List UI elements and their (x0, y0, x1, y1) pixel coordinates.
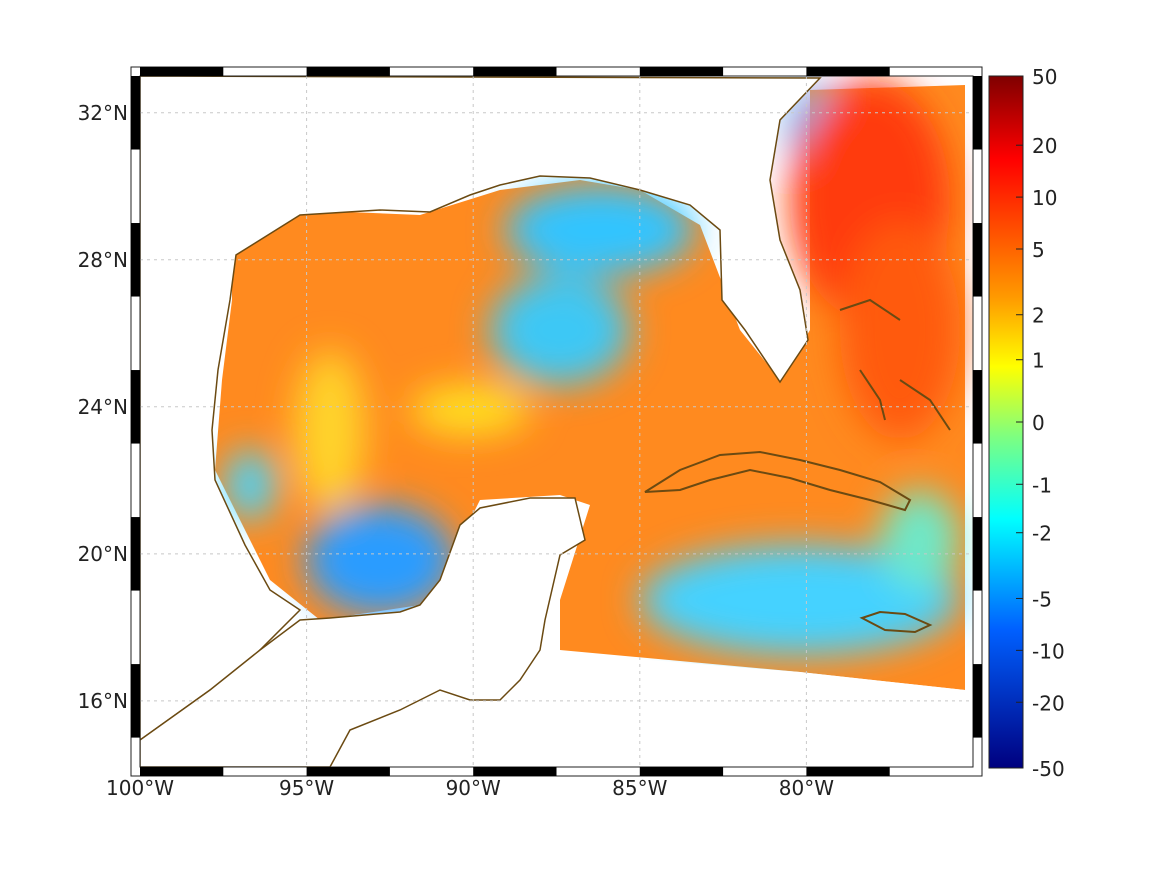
border-segment (806, 767, 890, 776)
colorbar-tick-label: 2 (1032, 304, 1045, 328)
colorbar-tick-label: -2 (1032, 522, 1052, 546)
lat-tick-label: 20°N (78, 542, 128, 566)
anomaly-west-band (295, 350, 365, 510)
lat-tick-label: 24°N (78, 395, 128, 419)
colorbar-tick-label: -1 (1032, 473, 1052, 497)
border-segment (140, 767, 224, 776)
border-segment (973, 517, 982, 591)
bahamas-coastline (839, 298, 951, 431)
lat-tick-label: 28°N (78, 248, 128, 272)
colorbar-tick-label: -50 (1032, 757, 1065, 781)
colorbar-tick-label: 0 (1032, 411, 1045, 435)
anomaly-western-eddy (225, 450, 275, 520)
anomaly-northeast-gulf (505, 185, 695, 275)
border-segment (806, 67, 890, 76)
lon-tick-label: 80°W (779, 776, 834, 800)
colorbar-tick-label: 5 (1032, 238, 1045, 262)
border-segment (131, 517, 140, 591)
colorbar-tick-label: -20 (1032, 691, 1065, 715)
latitude-labels: 32°N 28°N 24°N 20°N 16°N (78, 101, 128, 713)
border-segment (131, 370, 140, 444)
colorbar-tick-label: 20 (1032, 134, 1057, 158)
border-segment (973, 370, 982, 444)
anomaly-yellow-band (410, 385, 530, 435)
border-segment (973, 76, 982, 150)
north-america-land (140, 76, 822, 741)
colorbar-tick-label: 50 (1032, 65, 1057, 89)
border-segment (131, 76, 140, 150)
colorbar-tick-label: 1 (1032, 349, 1045, 373)
lon-tick-label: 100°W (106, 776, 174, 800)
lat-tick-label: 32°N (78, 101, 128, 125)
anomaly-east-caribbean (880, 490, 960, 590)
sst-field (140, 76, 965, 767)
border-segment (473, 767, 557, 776)
anomaly-central-gulf (490, 275, 630, 385)
border-segment (473, 67, 557, 76)
border-segment (973, 223, 982, 297)
border-segment (131, 223, 140, 297)
border-segment (306, 67, 390, 76)
cuba-coastline (644, 450, 912, 512)
colorbar-tick-label: -10 (1032, 639, 1065, 663)
colorbar-tick-label: -5 (1032, 587, 1052, 611)
border-segment (639, 67, 724, 76)
colorbar-tick-label: 10 (1032, 186, 1057, 210)
longitude-labels: 100°W 95°W 90°W 85°W 80°W (106, 776, 834, 800)
lon-tick-label: 95°W (279, 776, 334, 800)
anomaly-bay-of-campeche (305, 505, 455, 615)
border-segment (973, 664, 982, 738)
mexico-yucatan-land (140, 497, 586, 767)
jamaica-coastline (859, 610, 933, 634)
anomaly-atlantic (840, 220, 960, 440)
lon-tick-label: 85°W (612, 776, 667, 800)
border-segment (140, 67, 224, 76)
lat-tick-label: 16°N (78, 689, 128, 713)
map-border (130, 66, 983, 777)
lon-tick-label: 90°W (446, 776, 501, 800)
border-segment (639, 767, 724, 776)
border-segment (306, 767, 390, 776)
border-segment (131, 664, 140, 738)
